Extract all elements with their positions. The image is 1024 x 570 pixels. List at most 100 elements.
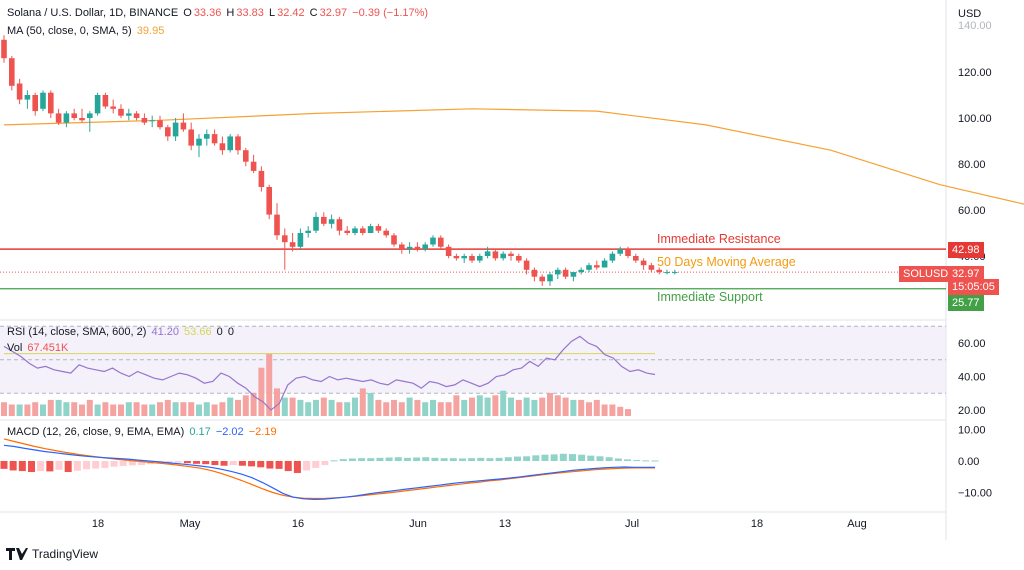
volume-bar bbox=[601, 404, 608, 416]
rsi-legend[interactable]: RSI (14, close, SMA, 600, 2) 41.20 53.66… bbox=[7, 326, 236, 338]
candle-body bbox=[547, 274, 553, 282]
candle-body bbox=[126, 113, 132, 116]
volume-bar bbox=[359, 388, 366, 416]
macd-hist-bar bbox=[339, 459, 347, 461]
volume-bar bbox=[492, 395, 499, 416]
candle-body bbox=[118, 108, 124, 116]
macd-hist-bar bbox=[9, 461, 17, 471]
time-tick-label: Jul bbox=[625, 518, 639, 530]
candle-body bbox=[477, 256, 483, 261]
volume-bar bbox=[141, 404, 148, 416]
candle-body bbox=[211, 134, 218, 144]
macd-hist-bar bbox=[504, 457, 512, 461]
volume-bar bbox=[164, 399, 171, 416]
candle-body bbox=[9, 58, 15, 86]
candle-body bbox=[336, 219, 343, 231]
close-value: 32.97 bbox=[319, 7, 348, 19]
volume-bar bbox=[274, 388, 280, 416]
macd-hist-bar bbox=[128, 461, 136, 466]
volume-bar bbox=[133, 402, 140, 416]
candle-body bbox=[383, 230, 389, 236]
volume-bar bbox=[445, 402, 452, 416]
candle-body bbox=[219, 143, 226, 151]
macd-hist-bar bbox=[477, 457, 485, 461]
candle-body bbox=[204, 134, 210, 139]
macd-hist-bar bbox=[119, 461, 127, 467]
volume-bar bbox=[375, 399, 382, 416]
macd-hist-bar bbox=[385, 457, 393, 461]
volume-bar bbox=[172, 402, 179, 416]
macd-line bbox=[3, 444, 656, 501]
candle-body bbox=[1, 39, 7, 59]
macd-legend[interactable]: MACD (12, 26, close, 9, EMA, EMA) 0.17 −… bbox=[7, 426, 279, 438]
volume-bar bbox=[281, 397, 288, 416]
macd-hist-bar bbox=[568, 454, 576, 461]
macd-hist-bar bbox=[28, 461, 36, 473]
candle-body bbox=[461, 256, 467, 259]
symbol-line: Solana / U.S. Dollar, 1D, BINANCE bbox=[7, 7, 179, 19]
macd-hist-bar bbox=[587, 455, 595, 461]
macd-hist-bar bbox=[37, 461, 45, 472]
resistance-price-tag: 42.98 bbox=[948, 242, 984, 258]
macd-hist-bar bbox=[596, 456, 604, 461]
volume-bar bbox=[391, 399, 397, 416]
candle-body bbox=[414, 246, 421, 250]
candle-body bbox=[32, 95, 38, 112]
volume-bar bbox=[422, 402, 429, 416]
macd-hist-bar bbox=[238, 461, 246, 466]
macd-hist-bar bbox=[330, 460, 338, 462]
ma-annotation: 50 Days Moving Average bbox=[657, 255, 796, 269]
candle-body bbox=[508, 253, 514, 256]
candle-body bbox=[71, 113, 77, 118]
volume-bar bbox=[250, 393, 257, 416]
macd-tick-label: 0.00 bbox=[958, 456, 979, 468]
candle-body bbox=[94, 95, 101, 114]
macd-hist-bar bbox=[413, 457, 421, 461]
volume-bar bbox=[562, 397, 569, 416]
resistance-annotation: Immediate Resistance bbox=[657, 232, 781, 246]
macd-hist-bar bbox=[229, 461, 237, 466]
candle-body bbox=[141, 118, 148, 123]
macd-hist-bar bbox=[92, 461, 100, 469]
candle-body bbox=[40, 92, 46, 109]
support-annotation: Immediate Support bbox=[657, 290, 763, 304]
tradingview-logo[interactable]: TradingView bbox=[6, 547, 98, 561]
volume-bar bbox=[1, 402, 7, 416]
macd-hist-bar bbox=[165, 461, 173, 463]
macd-hist-bar bbox=[284, 461, 292, 472]
volume-bar bbox=[430, 399, 436, 416]
volume-bar bbox=[94, 404, 101, 416]
volume-bar bbox=[437, 402, 444, 416]
macd-hist-bar bbox=[248, 461, 256, 467]
ma-legend[interactable]: MA (50, close, 0, SMA, 5) 39.95 bbox=[7, 25, 166, 37]
candle-body bbox=[500, 253, 506, 259]
rsi-tick-label: 60.00 bbox=[958, 338, 986, 350]
volume-bar bbox=[469, 397, 475, 416]
candle-body bbox=[586, 265, 592, 270]
candle-body bbox=[484, 251, 491, 256]
open-value: 33.36 bbox=[193, 7, 222, 19]
candle-body bbox=[266, 187, 272, 215]
volume-bar bbox=[531, 399, 538, 416]
symbol-tag: SOLUSD bbox=[899, 266, 953, 282]
brand-name: TradingView bbox=[32, 547, 99, 561]
candle-body bbox=[375, 226, 382, 231]
candle-body bbox=[188, 129, 194, 146]
macd-hist-bar bbox=[449, 458, 457, 461]
macd-hist-bar bbox=[275, 461, 283, 469]
volume-bar bbox=[102, 402, 109, 416]
rsi-line bbox=[3, 335, 656, 411]
macd-hist-bar bbox=[578, 454, 586, 461]
macd-hist-bar bbox=[55, 461, 63, 470]
volume-bar bbox=[297, 399, 304, 416]
time-tick-label: 13 bbox=[499, 518, 511, 530]
volume-bar bbox=[24, 404, 31, 416]
candle-body bbox=[531, 269, 538, 277]
vol-legend[interactable]: Vol 67.451K bbox=[7, 342, 70, 354]
volume-bar bbox=[219, 402, 226, 416]
macd-hist-bar bbox=[642, 460, 650, 462]
candle-body bbox=[406, 246, 413, 250]
volume-bar bbox=[289, 397, 296, 416]
candle-body bbox=[492, 251, 499, 259]
